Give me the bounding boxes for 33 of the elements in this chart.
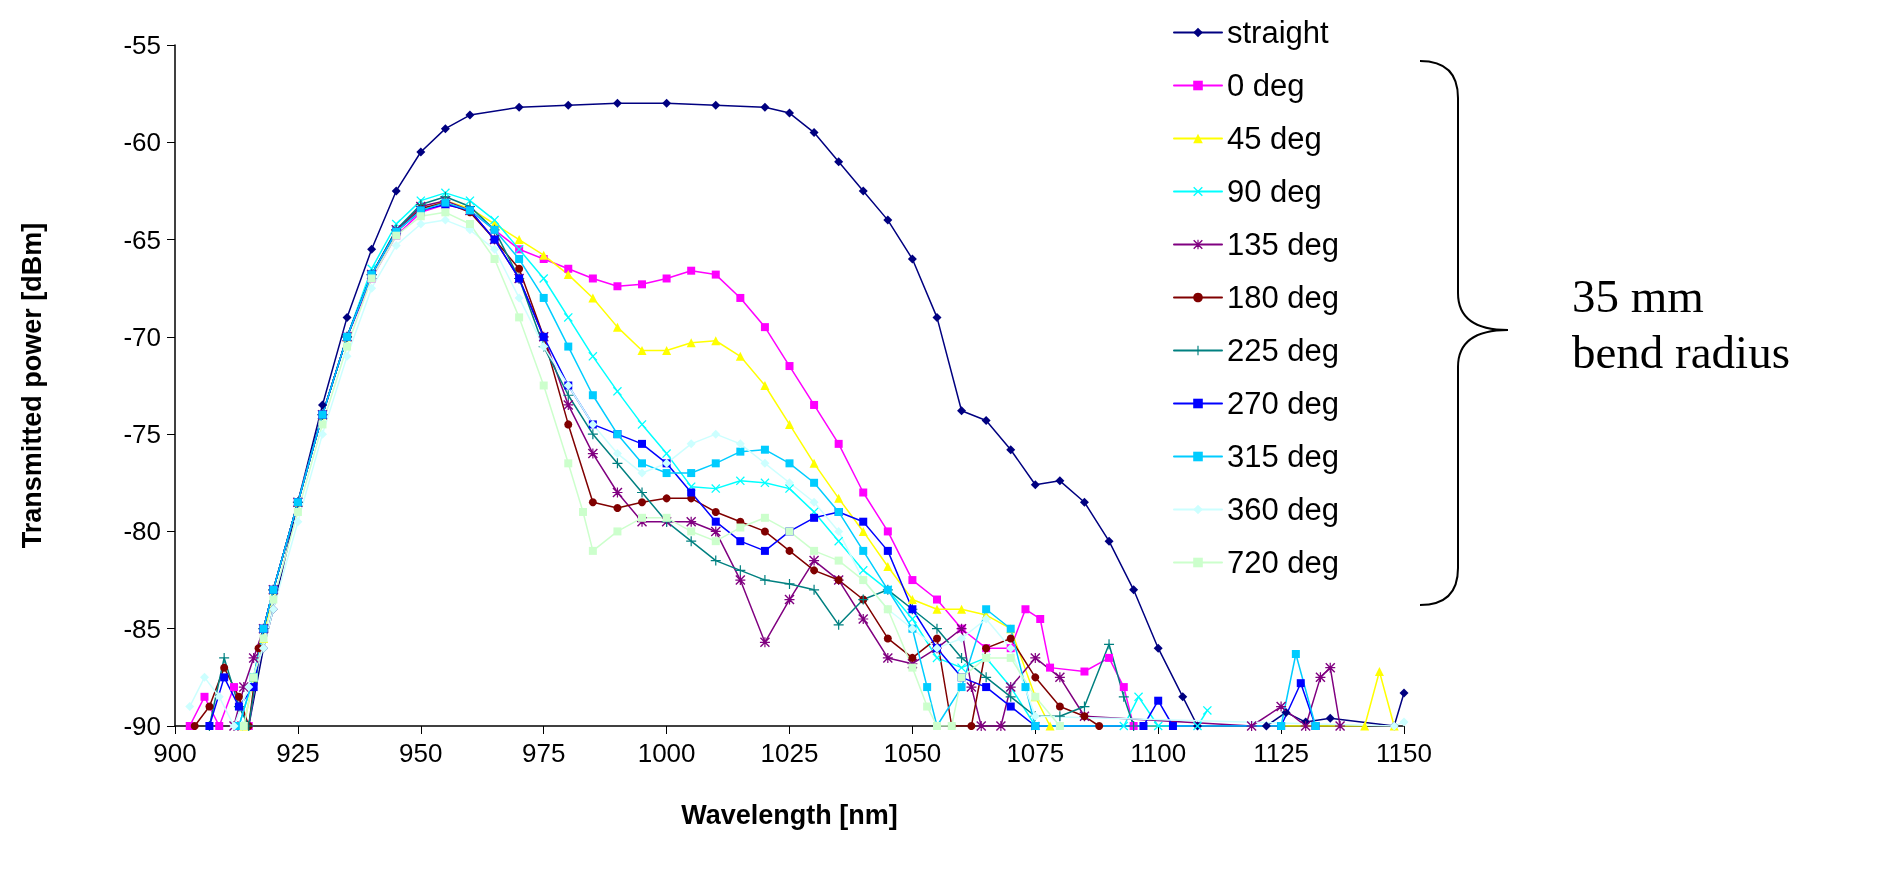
y-tick-label: -55	[123, 30, 161, 60]
legend-label: 90 deg	[1227, 174, 1322, 209]
y-tick-label: -80	[123, 516, 161, 547]
y-tick-label: -65	[123, 224, 161, 255]
x-tick-label: 1025	[760, 738, 819, 768]
x-tick-label: 975	[522, 738, 566, 768]
text: 35 mm bend radius	[1572, 269, 1790, 380]
y-tick-label: -70	[123, 321, 161, 352]
x-tick-label: 1050	[883, 738, 942, 768]
legend-label: 315 deg	[1227, 439, 1340, 474]
legend-label: 0 deg	[1227, 68, 1305, 103]
x-tick-label: 900	[153, 738, 197, 768]
x-tick-label: 1125	[1253, 738, 1310, 768]
y-axis-title: Transmitted power [dBm]	[16, 222, 47, 549]
legend-label: 720 deg	[1227, 545, 1340, 580]
legend-label: 270 deg	[1227, 386, 1340, 421]
legend-label: 180 deg	[1227, 280, 1340, 315]
x-tick-label: 1100	[1130, 738, 1187, 768]
legend-label: straight	[1227, 15, 1330, 50]
x-tick-label: 1000	[637, 738, 696, 768]
legend-label: 135 deg	[1227, 227, 1340, 262]
legend-label: 360 deg	[1227, 492, 1340, 527]
y-tick-label: -85	[123, 613, 161, 644]
y-tick-label: -75	[123, 419, 161, 450]
x-axis-title: Wavelength [nm]	[681, 799, 898, 830]
x-tick-label: 925	[276, 738, 320, 768]
y-tick-label: -60	[123, 127, 161, 158]
x-tick-label: 1150	[1376, 738, 1432, 768]
legend-label: 225 deg	[1227, 333, 1340, 368]
x-tick-label: 1075	[1006, 738, 1065, 768]
x-tick-label: 950	[399, 738, 443, 768]
y-tick-label: -90	[123, 711, 161, 741]
legend-label: 45 deg	[1227, 121, 1322, 156]
